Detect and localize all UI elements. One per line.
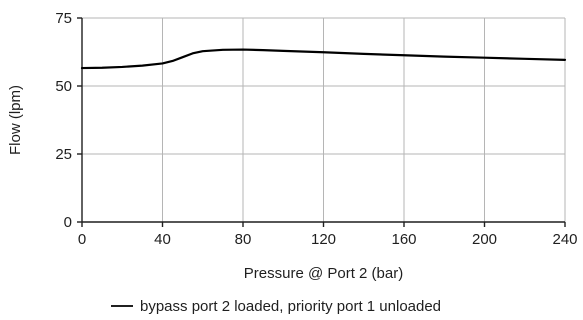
x-tick-label: 120: [311, 231, 336, 248]
x-tick-label: 160: [391, 231, 416, 248]
axes: [77, 17, 566, 227]
legend: bypass port 2 loaded, priority port 1 un…: [111, 298, 441, 315]
grid-lines: [82, 17, 566, 222]
legend-label: bypass port 2 loaded, priority port 1 un…: [140, 298, 441, 315]
y-tick-label: 0: [64, 214, 72, 231]
x-tick-label: 0: [78, 231, 86, 248]
x-tick-label: 80: [235, 231, 252, 248]
series-lines: [80, 48, 567, 70]
series-line: [80, 48, 567, 70]
y-tick-label: 50: [55, 78, 72, 95]
x-tick-label: 40: [154, 231, 171, 248]
x-axis-title: Pressure @ Port 2 (bar): [244, 265, 403, 282]
y-axis-title: Flow (lpm): [7, 85, 24, 155]
y-tick-label: 25: [55, 146, 72, 163]
x-tick-label: 200: [472, 231, 497, 248]
y-tick-label: 75: [55, 10, 72, 27]
x-tick-label: 240: [552, 231, 577, 248]
tick-labels: 0 40 80 120 160 200 240 0 25 50 75: [55, 10, 577, 248]
